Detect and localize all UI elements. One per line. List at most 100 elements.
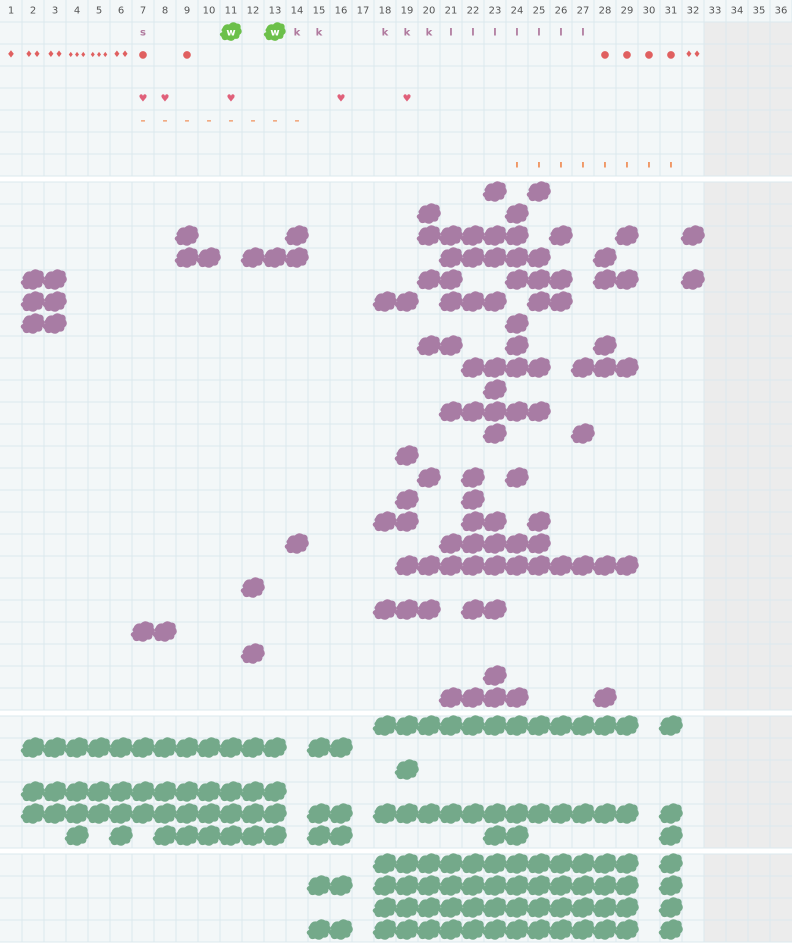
- activity-blob: [438, 919, 463, 940]
- section: [0, 715, 792, 849]
- activity-blob: [20, 803, 45, 824]
- cell-symbol: ı: [647, 160, 650, 171]
- activity-blob: [460, 803, 485, 824]
- activity-blob: [460, 291, 485, 312]
- activity-blob: [482, 247, 507, 268]
- activity-blob: [504, 335, 529, 356]
- activity-blob: [482, 665, 507, 686]
- cell-symbol: ♦♦: [685, 50, 701, 60]
- activity-blob: [328, 825, 353, 846]
- cell-symbol: ♥: [403, 94, 412, 105]
- cell-symbol: ı: [559, 160, 562, 171]
- cell-symbol: ♦♦: [25, 50, 41, 60]
- activity-blob: [394, 853, 419, 874]
- activity-blob: [86, 737, 111, 758]
- activity-blob: [64, 737, 89, 758]
- activity-blob: [592, 853, 617, 874]
- activity-blob: [130, 621, 155, 642]
- activity-blob: [526, 919, 551, 940]
- activity-blob: [108, 803, 133, 824]
- activity-blob: [548, 291, 573, 312]
- activity-blob: [614, 897, 639, 918]
- cell-symbol: l: [493, 28, 496, 39]
- activity-blob: [394, 919, 419, 940]
- column-number: 15: [313, 6, 326, 17]
- column-number: 3: [52, 6, 58, 17]
- cell-symbol: ♦♦♦: [68, 51, 87, 59]
- activity-blob: [108, 825, 133, 846]
- activity-blob: [482, 181, 507, 202]
- activity-blob: [42, 803, 67, 824]
- activity-blob: [504, 875, 529, 896]
- activity-blob: [372, 803, 397, 824]
- activity-blob: [504, 803, 529, 824]
- activity-blob: [394, 555, 419, 576]
- activity-blob: [592, 715, 617, 736]
- cell-symbol: –: [295, 116, 300, 127]
- activity-blob: [438, 269, 463, 290]
- column-number: 6: [118, 6, 124, 17]
- activity-blob: [240, 737, 265, 758]
- activity-blob: [504, 313, 529, 334]
- cell-symbol: ●: [139, 50, 148, 61]
- column-number: 1: [8, 6, 14, 17]
- column-number: 32: [687, 6, 700, 17]
- section: [0, 853, 792, 943]
- activity-blob: [570, 853, 595, 874]
- column-number: 9: [184, 6, 190, 17]
- cell-symbol: k: [404, 28, 411, 39]
- cell-symbol: ♥: [161, 94, 170, 105]
- activity-blob: [240, 781, 265, 802]
- activity-blob: [548, 897, 573, 918]
- activity-blob: [394, 511, 419, 532]
- cell-symbol: ♦♦♦: [90, 51, 109, 59]
- activity-blob: [658, 897, 683, 918]
- activity-blob: [196, 247, 221, 268]
- activity-blob: [372, 511, 397, 532]
- activity-blob: [482, 599, 507, 620]
- activity-blob: [372, 599, 397, 620]
- activity-blob: [372, 897, 397, 918]
- activity-blob: [394, 897, 419, 918]
- activity-blob: [482, 533, 507, 554]
- activity-blob: [416, 225, 441, 246]
- activity-blob: [460, 599, 485, 620]
- column-number: 34: [731, 6, 744, 17]
- activity-blob: [394, 759, 419, 780]
- column-number: 21: [445, 6, 458, 17]
- column-number: 5: [96, 6, 102, 17]
- cell-symbol: –: [251, 116, 256, 127]
- activity-blob: [482, 555, 507, 576]
- activity-blob: [570, 875, 595, 896]
- cell-symbol: l: [449, 28, 452, 39]
- activity-blob: [394, 489, 419, 510]
- cell-symbol: ı: [515, 160, 518, 171]
- activity-blob: [262, 803, 287, 824]
- activity-blob: [614, 803, 639, 824]
- activity-blob: [394, 445, 419, 466]
- column-number: 14: [291, 6, 304, 17]
- activity-blob: [152, 825, 177, 846]
- cell-symbol: k: [382, 28, 389, 39]
- activity-blob: [306, 919, 331, 940]
- activity-blob: [460, 897, 485, 918]
- badge: [263, 22, 286, 41]
- activity-blob: [614, 225, 639, 246]
- activity-blob: [680, 225, 705, 246]
- column-number: 12: [247, 6, 260, 17]
- column-number: 26: [555, 6, 568, 17]
- column-number: 24: [511, 6, 524, 17]
- activity-blob: [108, 781, 133, 802]
- activity-blob: [328, 919, 353, 940]
- badge: [219, 22, 242, 41]
- activity-blob: [438, 875, 463, 896]
- activity-blob: [504, 555, 529, 576]
- cell-symbol: ı: [581, 160, 584, 171]
- activity-blob: [482, 511, 507, 532]
- activity-blob: [460, 247, 485, 268]
- activity-blob: [548, 225, 573, 246]
- column-number: 16: [335, 6, 348, 17]
- activity-blob: [614, 269, 639, 290]
- activity-blob: [548, 715, 573, 736]
